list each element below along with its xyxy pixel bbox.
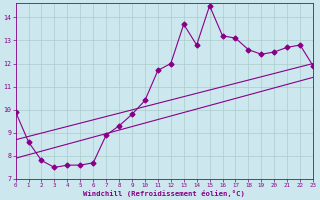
X-axis label: Windchill (Refroidissement éolien,°C): Windchill (Refroidissement éolien,°C): [84, 190, 245, 197]
